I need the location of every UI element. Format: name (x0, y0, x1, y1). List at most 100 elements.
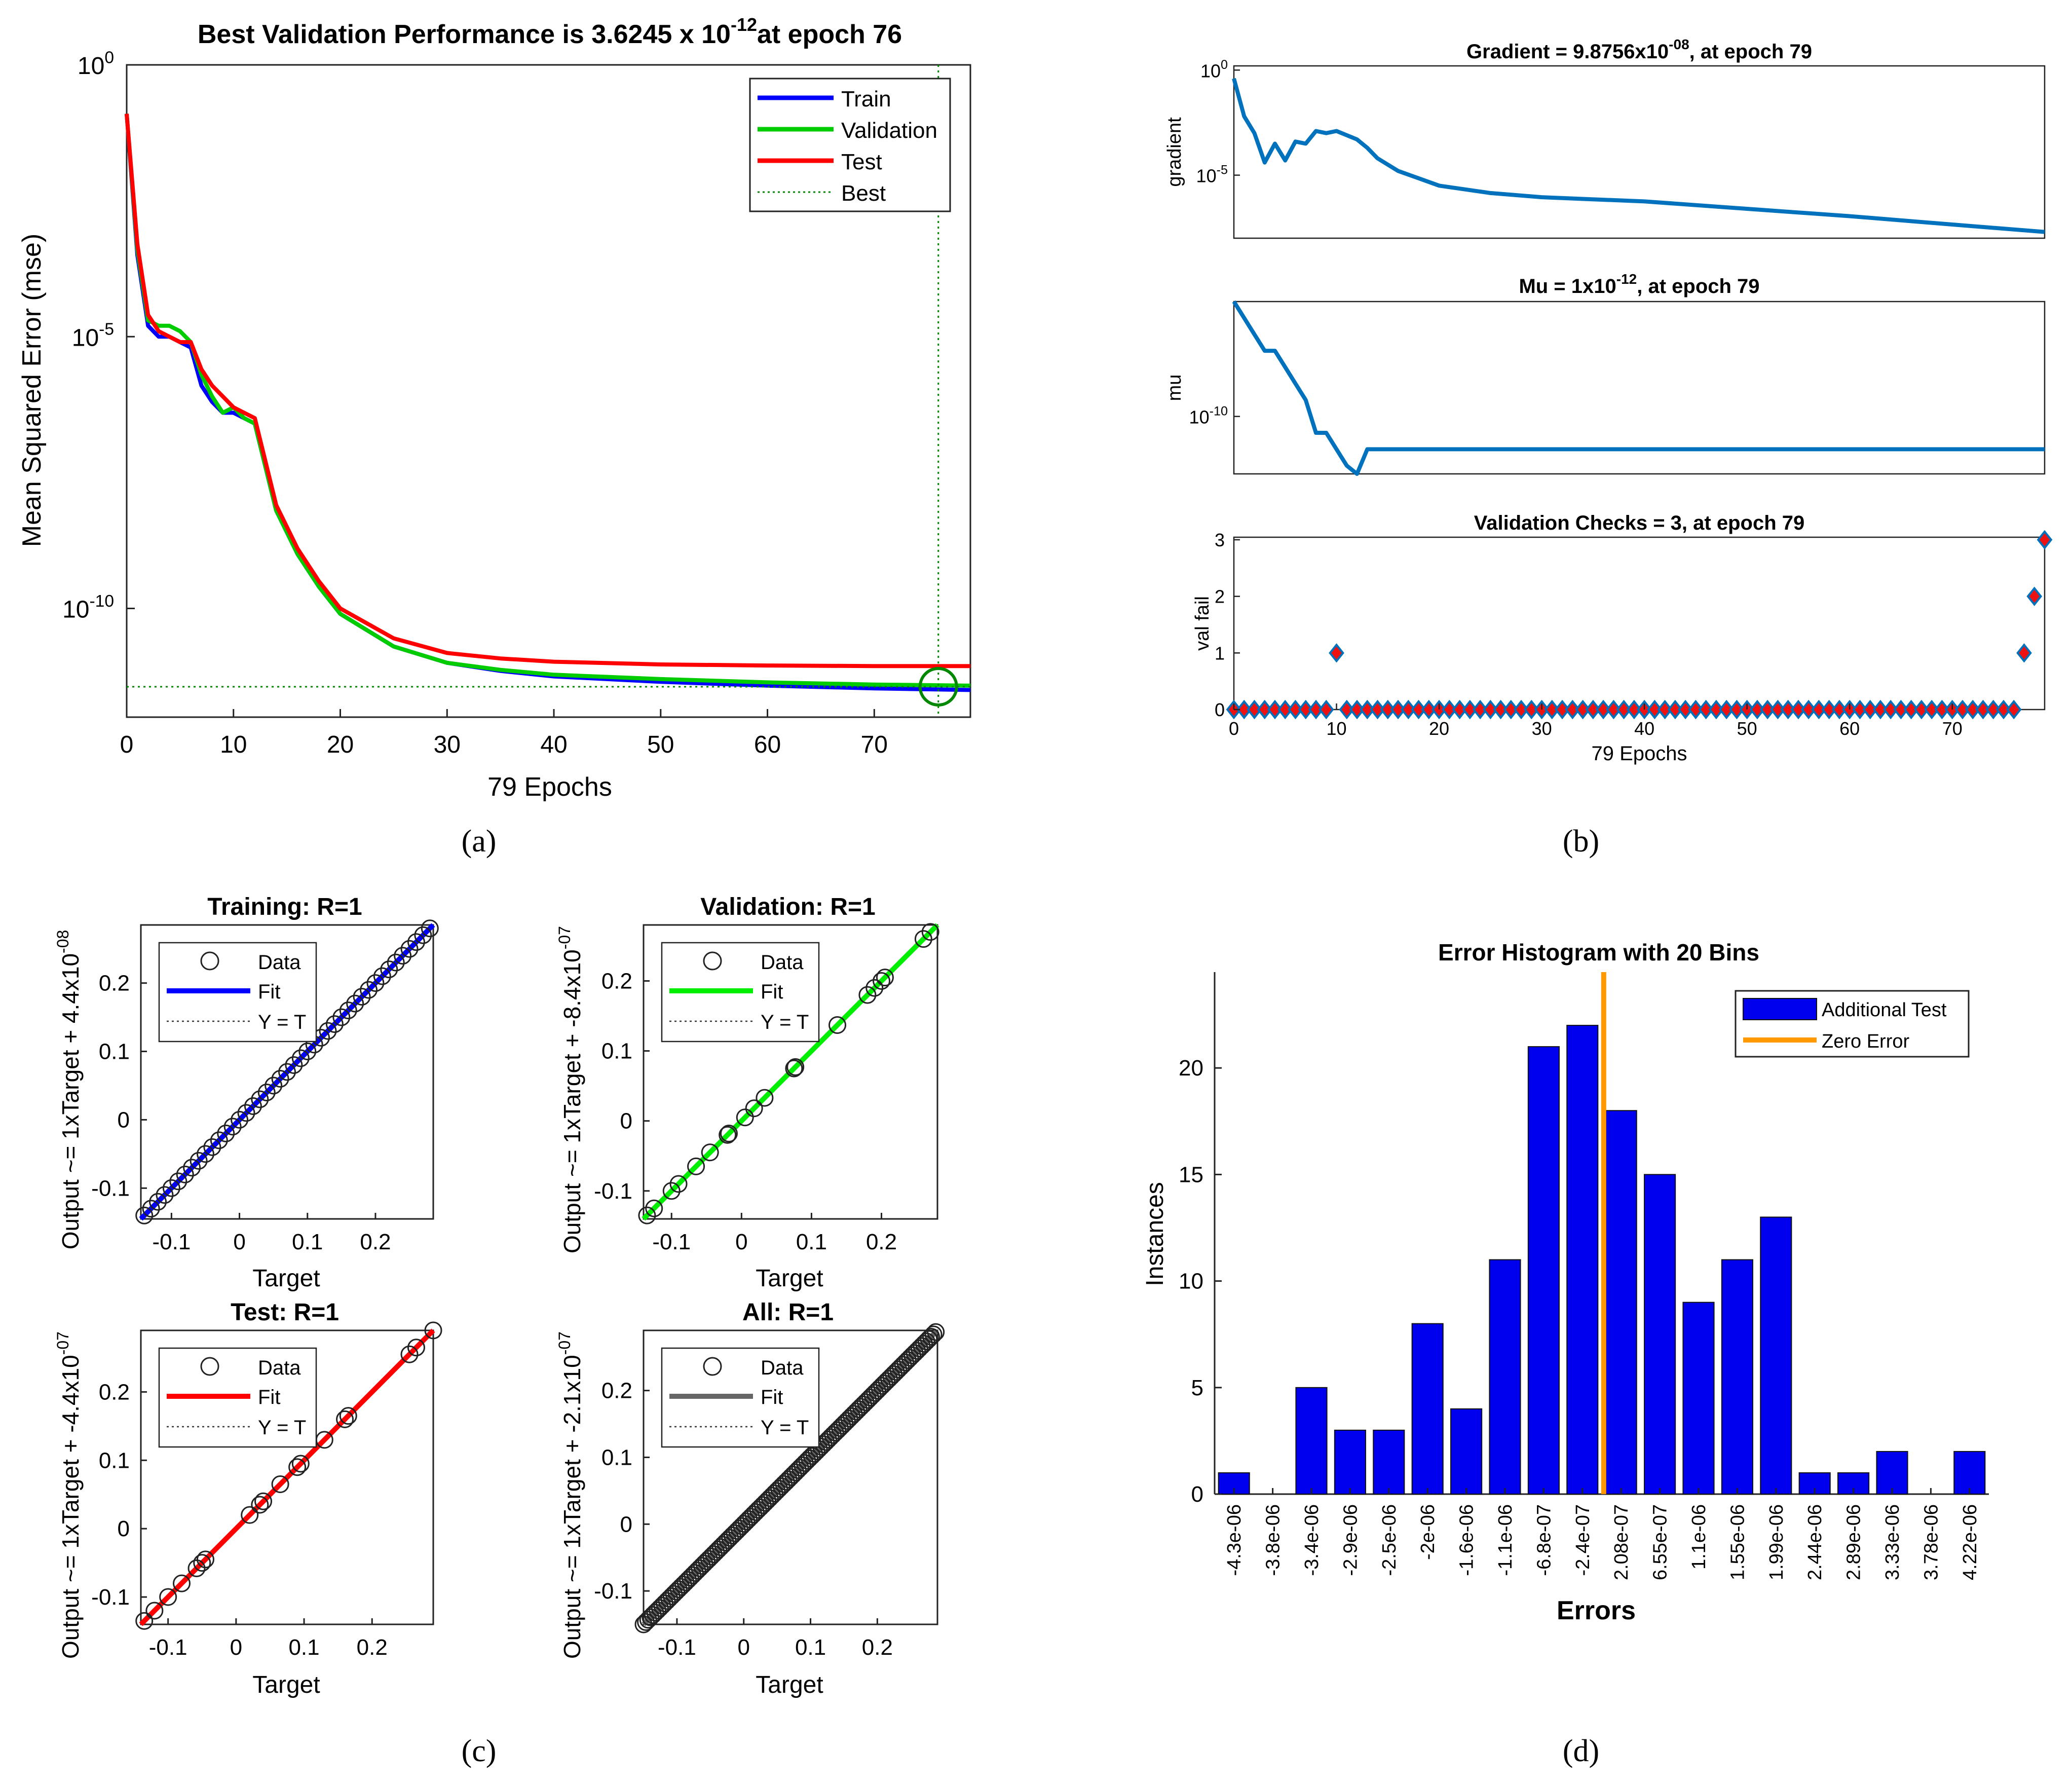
val-checks-title: Validation Checks = 3, at epoch 79 (1474, 512, 1804, 534)
legend-label: Validation (841, 118, 937, 143)
data-point (876, 969, 894, 987)
data-point (751, 1498, 770, 1516)
data-point (217, 1124, 235, 1142)
data-point (346, 994, 364, 1013)
y-tick-label: 20 (1179, 1056, 1203, 1081)
data-point (658, 1592, 676, 1610)
data-point (819, 1431, 837, 1449)
val-fail-marker (1595, 699, 1611, 720)
histogram-bar (1682, 1302, 1715, 1495)
data-point (908, 1342, 926, 1360)
data-point (700, 1550, 718, 1568)
data-point (843, 1407, 861, 1425)
gradient-title: Gradient = 9.8756x10-08, at epoch 79 (1466, 36, 1812, 63)
data-point (667, 1582, 686, 1601)
val-fail-marker (1523, 699, 1539, 720)
data-point (775, 1475, 793, 1493)
x-tick-label: -1.1e-06 (1495, 1504, 1516, 1576)
data-point (730, 1519, 748, 1538)
x-tick-label: 6.55e-07 (1650, 1504, 1671, 1580)
data-point (784, 1466, 802, 1484)
val-fail-marker (1800, 699, 1817, 720)
data-point (421, 919, 439, 938)
axis-ticks: 0 5 10 15 20 -4.3e-06 -3.8e-06 -3.4e-06 -2.9e-06… (1179, 1056, 1981, 1580)
data-point (828, 1016, 847, 1034)
y-tick-label: -0.1 (594, 1579, 632, 1604)
val-fail-marker (1965, 699, 1981, 720)
data-point (871, 1379, 889, 1397)
data-point (854, 1395, 873, 1414)
data-point (651, 1599, 669, 1617)
data-point (674, 1576, 692, 1594)
legend-label: Zero Error (1822, 1031, 1909, 1052)
data-point (400, 940, 419, 958)
y-tick-label: 10 (1179, 1269, 1203, 1294)
data-point (291, 1049, 310, 1067)
data-point (903, 1346, 922, 1364)
data-point (319, 1022, 337, 1040)
y-tick-label: -0.1 (91, 1585, 130, 1610)
val-fail-marker (1472, 699, 1488, 720)
data-point (744, 1505, 763, 1524)
data-point (831, 1419, 849, 1437)
data-point (686, 1564, 704, 1582)
val-fail-marker (1718, 699, 1735, 720)
data-point (366, 974, 385, 992)
x-tick-label: 10 (220, 731, 247, 758)
data-point (149, 1193, 167, 1211)
data-point (866, 1384, 884, 1402)
x-tick-label: 0.1 (795, 1635, 826, 1660)
histogram-bar (1527, 1046, 1560, 1495)
data-point (927, 1323, 945, 1341)
data-point (754, 1496, 772, 1514)
data-point (720, 1125, 738, 1143)
val-fail-marker (1339, 699, 1355, 720)
data-point (786, 1463, 805, 1481)
legend-label: Fit (258, 981, 280, 1003)
x-tick-label: 0.2 (866, 1230, 897, 1254)
y-tick-label: 0 (118, 1516, 130, 1541)
data-point (646, 1604, 664, 1622)
data-point (257, 1083, 276, 1101)
data-point (728, 1521, 746, 1540)
val-fail-marker (1657, 699, 1673, 720)
x-tick-label: 0.1 (292, 1230, 323, 1254)
histogram-title: Error Histogram with 20 Bins (1438, 939, 1759, 965)
val-fail-marker (1811, 699, 1827, 720)
y-axis-label-val-fail: val fail (1192, 596, 1213, 651)
data-point (719, 1126, 737, 1144)
x-tick-label: 0.1 (288, 1635, 319, 1660)
data-point (695, 1554, 713, 1573)
val-fail-marker (1452, 699, 1467, 720)
y-tick-label: 0.2 (601, 1379, 632, 1403)
val-fail-marker (1893, 699, 1909, 720)
y-tick-label: 0.2 (99, 971, 130, 996)
data-point (719, 1531, 737, 1549)
val-fail-marker (1411, 699, 1426, 720)
val-fail-marker (1298, 699, 1314, 720)
data-point (332, 1008, 351, 1026)
data-point (407, 1339, 425, 1357)
data-point (187, 1559, 206, 1577)
val-fail-marker (1462, 699, 1478, 720)
x-tick-label: -2.4e-07 (1572, 1504, 1594, 1576)
data-point (765, 1484, 783, 1503)
data-point (634, 1615, 653, 1633)
x-tick-label: 0 (1229, 718, 1239, 739)
y-tick-label: 10-5 (72, 320, 114, 352)
training-state-lines (1232, 78, 2045, 476)
legend-label: Y = T (258, 1011, 306, 1033)
x-tick-label: -3.4e-06 (1301, 1504, 1323, 1576)
data-point (852, 1398, 870, 1416)
val-fail-marker (1975, 699, 1991, 720)
regression-plot: -0.1 0 0.1 0.2 -0.1 0 0.1 0.2 Data Fit Y = T (594, 923, 939, 1254)
val-fail-marker (1585, 699, 1601, 720)
val-fail-marker (1862, 699, 1878, 720)
val-fail-marker (2016, 643, 2032, 663)
val-fail-marker (1513, 699, 1529, 720)
val-fail-marker (1554, 699, 1570, 720)
data-point (742, 1508, 760, 1526)
panel-label: (b) (1563, 824, 1599, 859)
x-tick-label: 20 (1429, 718, 1449, 739)
